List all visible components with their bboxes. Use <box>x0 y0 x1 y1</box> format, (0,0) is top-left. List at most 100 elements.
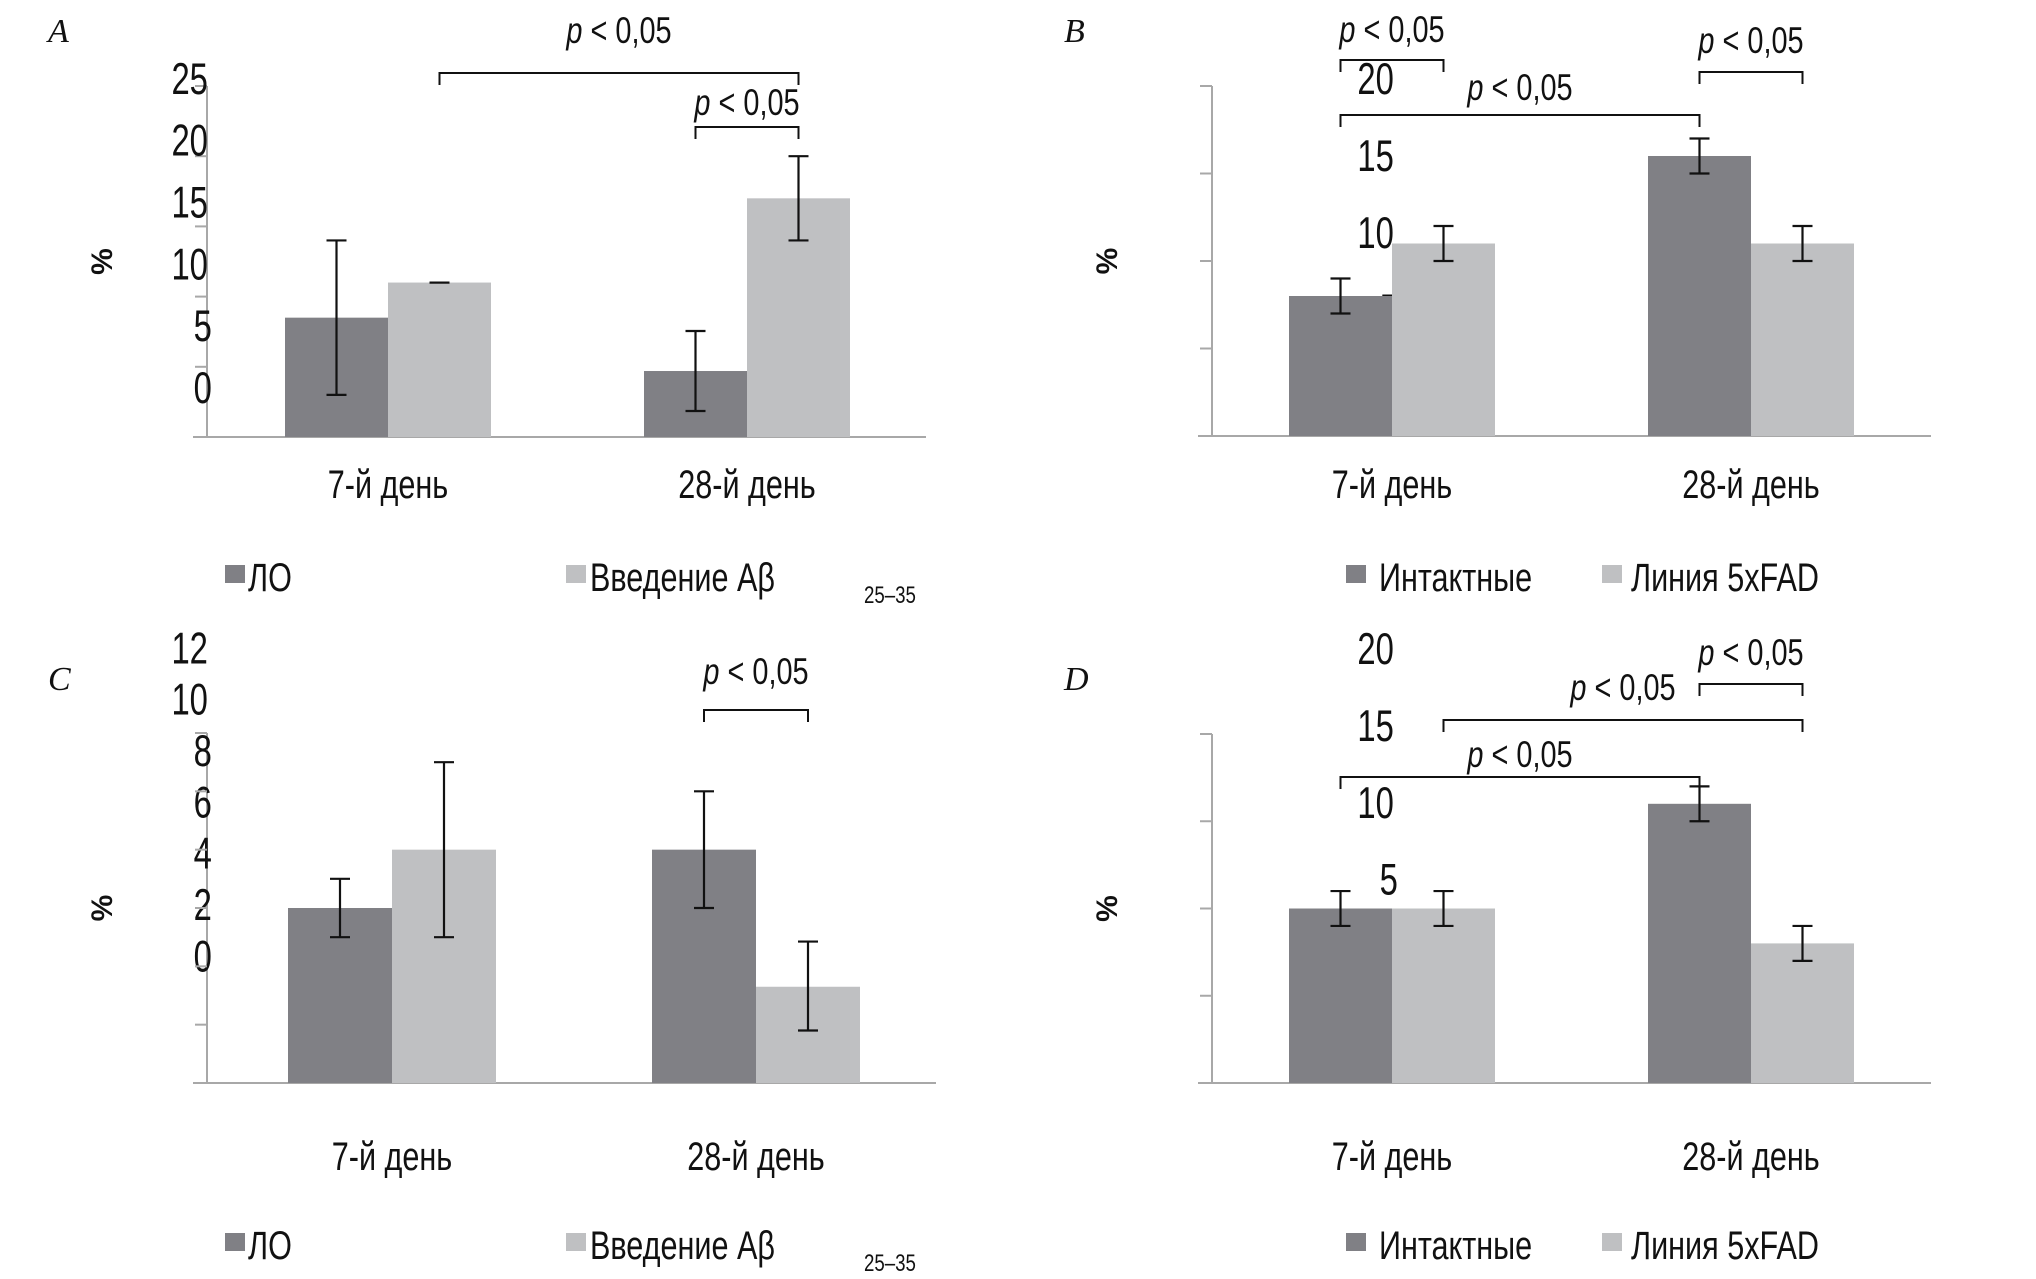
significance-label: p < 0,05 <box>1570 668 1676 709</box>
significance-bracket <box>1698 683 1804 696</box>
significance-label: p < 0,05 <box>566 11 672 52</box>
significance-bracket <box>1698 71 1804 84</box>
legend-label: ЛО <box>248 1224 292 1268</box>
bar <box>1392 243 1495 436</box>
bar <box>388 282 491 437</box>
x-category-label: 28-й день <box>687 1135 824 1179</box>
legend-label: ЛО <box>248 556 292 600</box>
y-tick-label: 5 <box>194 301 212 351</box>
significance-label: p < 0,05 <box>703 652 809 693</box>
significance-threshold: < 0,05 <box>1483 68 1572 109</box>
legend-swatch <box>1602 1233 1622 1251</box>
legend-swatch <box>225 1233 245 1251</box>
legend-swatch <box>225 565 245 583</box>
significance-bracket <box>1339 114 1701 127</box>
x-category-label: 28-й день <box>1682 1135 1819 1179</box>
significance-label: p < 0,05 <box>694 83 800 124</box>
bar <box>1289 908 1392 1083</box>
y-axis-label: % <box>86 248 119 275</box>
significance-bracket <box>1339 59 1445 72</box>
x-category-label: 7-й день <box>1332 463 1452 507</box>
significance-bracket <box>694 126 800 139</box>
significance-p: p <box>566 11 583 52</box>
y-axis-label: % <box>1091 248 1124 275</box>
panel-letter: D <box>1063 661 1089 698</box>
x-category-label: 7-й день <box>1332 1135 1452 1179</box>
y-tick-label: 10 <box>1357 208 1393 258</box>
significance-threshold: < 0,05 <box>582 11 671 52</box>
bar <box>1751 243 1854 436</box>
significance-threshold: < 0,05 <box>1714 633 1803 674</box>
significance-label: p < 0,05 <box>1467 68 1573 109</box>
x-category-label: 7-й день <box>332 1135 452 1179</box>
significance-p: p <box>1467 735 1484 776</box>
bar <box>1392 908 1495 1083</box>
y-tick-label: 15 <box>1357 701 1393 751</box>
significance-threshold: < 0,05 <box>1355 10 1444 51</box>
significance-threshold: < 0,05 <box>1586 668 1675 709</box>
legend-swatch <box>566 1233 586 1251</box>
y-tick-label: 15 <box>1357 131 1393 181</box>
legend-label-subscript: 25–35 <box>864 1249 916 1277</box>
legend-label-subscript: 25–35 <box>864 581 916 609</box>
legend-swatch <box>1346 565 1366 583</box>
significance-threshold: < 0,05 <box>1483 735 1572 776</box>
panel-letter: C <box>48 661 71 698</box>
y-tick-label: 10 <box>171 675 207 725</box>
significance-bracket <box>1442 719 1804 732</box>
significance-label: p < 0,05 <box>1698 21 1804 62</box>
y-axis-label: % <box>1091 895 1124 922</box>
significance-p: p <box>1570 668 1587 709</box>
significance-threshold: < 0,05 <box>1714 21 1803 62</box>
y-tick-label: 5 <box>1380 855 1398 905</box>
y-tick-label: 4 <box>194 829 212 879</box>
y-tick-label: 15 <box>171 178 207 228</box>
y-axis-label: % <box>86 895 119 922</box>
significance-p: p <box>1467 68 1484 109</box>
significance-p: p <box>1698 21 1715 62</box>
y-tick-label: 20 <box>1357 624 1393 674</box>
legend-label: Введение Aβ <box>590 556 775 600</box>
y-tick-label: 25 <box>171 54 207 104</box>
significance-bracket <box>1339 776 1701 789</box>
x-category-label: 28-й день <box>678 463 815 507</box>
legend-label: Линия 5xFAD <box>1631 556 1819 600</box>
panel-letter: A <box>46 13 69 50</box>
y-tick-label: 0 <box>194 931 212 981</box>
legend-label: Введение Aβ <box>590 1224 775 1268</box>
y-tick-label: 8 <box>194 726 212 776</box>
legend-swatch <box>1602 565 1622 583</box>
significance-label: p < 0,05 <box>1467 735 1573 776</box>
significance-threshold: < 0,05 <box>710 83 799 124</box>
bar <box>1648 156 1751 436</box>
y-tick-label: 10 <box>1357 778 1393 828</box>
y-tick-label: 20 <box>171 116 207 166</box>
y-tick-label: 20 <box>1357 54 1393 104</box>
significance-bracket <box>438 72 800 85</box>
significance-p: p <box>1698 633 1715 674</box>
x-category-label: 7-й день <box>328 463 448 507</box>
significance-p: p <box>703 652 720 693</box>
panel-letter: B <box>1064 13 1085 50</box>
significance-threshold: < 0,05 <box>719 652 808 693</box>
y-tick-label: 12 <box>171 623 207 673</box>
y-tick-label: 10 <box>171 239 207 289</box>
bar <box>1289 296 1392 436</box>
significance-label: p < 0,05 <box>1339 10 1445 51</box>
legend-label: Интактные <box>1379 1224 1532 1268</box>
significance-p: p <box>1339 10 1356 51</box>
significance-label: p < 0,05 <box>1698 633 1804 674</box>
legend-swatch <box>1346 1233 1366 1251</box>
legend-label: Интактные <box>1379 556 1532 600</box>
x-category-label: 28-й день <box>1682 463 1819 507</box>
bar <box>1648 803 1751 1083</box>
significance-bracket <box>703 709 809 722</box>
legend-label: Линия 5xFAD <box>1631 1224 1819 1268</box>
y-tick-label: 2 <box>194 880 212 930</box>
bar <box>1751 943 1854 1083</box>
y-tick-label: 0 <box>194 363 212 413</box>
